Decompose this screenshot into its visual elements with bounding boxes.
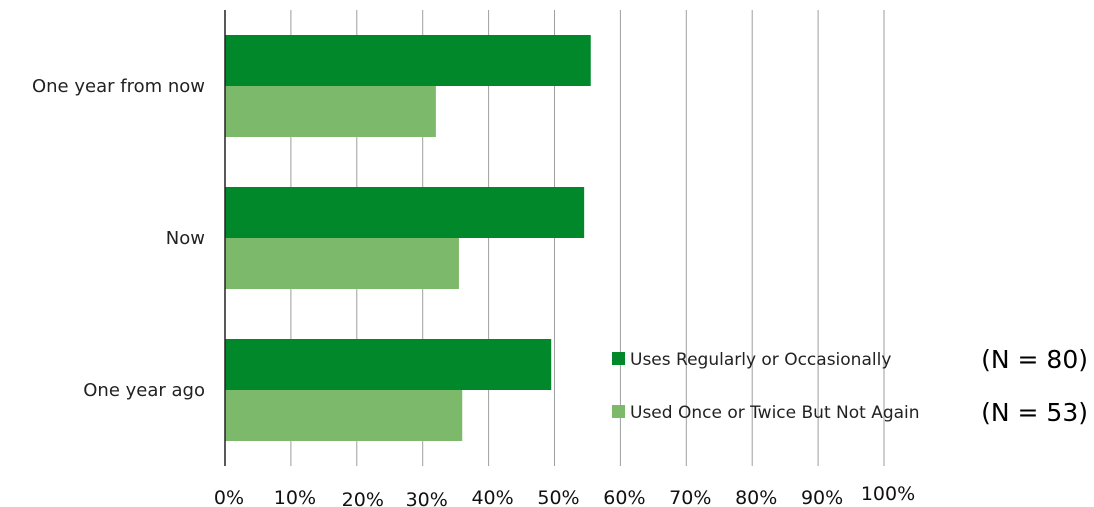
bar (225, 390, 463, 441)
bar (225, 187, 585, 238)
bar (225, 339, 552, 390)
bar (225, 35, 591, 86)
bars (225, 35, 591, 441)
legend-label: Used Once or Twice But Not Again (630, 403, 920, 423)
x-tick-label: 40% (471, 487, 513, 507)
bar (225, 238, 459, 289)
legend-label: Uses Regularly or Occasionally (630, 350, 891, 370)
category-labels: One year from now Now One year ago (32, 76, 205, 401)
legend-swatch (612, 405, 625, 418)
x-tick-label: 50% (537, 487, 579, 507)
x-tick-label: 80% (735, 487, 777, 507)
x-tick-label: 100% (861, 483, 915, 505)
bar (225, 86, 436, 137)
x-tick-label: 20% (342, 489, 384, 507)
sample-size-label: (N = 53) (981, 398, 1088, 427)
x-tick-label: 60% (603, 487, 645, 507)
x-tick-label: 70% (669, 487, 711, 507)
x-tick-label: 10% (274, 487, 316, 507)
x-tick-label: 90% (801, 487, 843, 507)
category-label: One year ago (83, 380, 205, 401)
x-tick-label: 0% (214, 487, 244, 507)
category-label: Now (166, 228, 205, 249)
x-tick-labels: 0% 10% 20% 30% 40% 50% 60% 70% 80% 90% 100% (214, 483, 915, 507)
sample-size-label: (N = 80) (981, 345, 1088, 374)
x-tick-label: 30% (406, 489, 448, 507)
legend-swatch (612, 352, 625, 365)
legend: Uses Regularly or Occasionally (N = 80) Us… (612, 345, 1088, 427)
category-label: One year from now (32, 76, 205, 97)
